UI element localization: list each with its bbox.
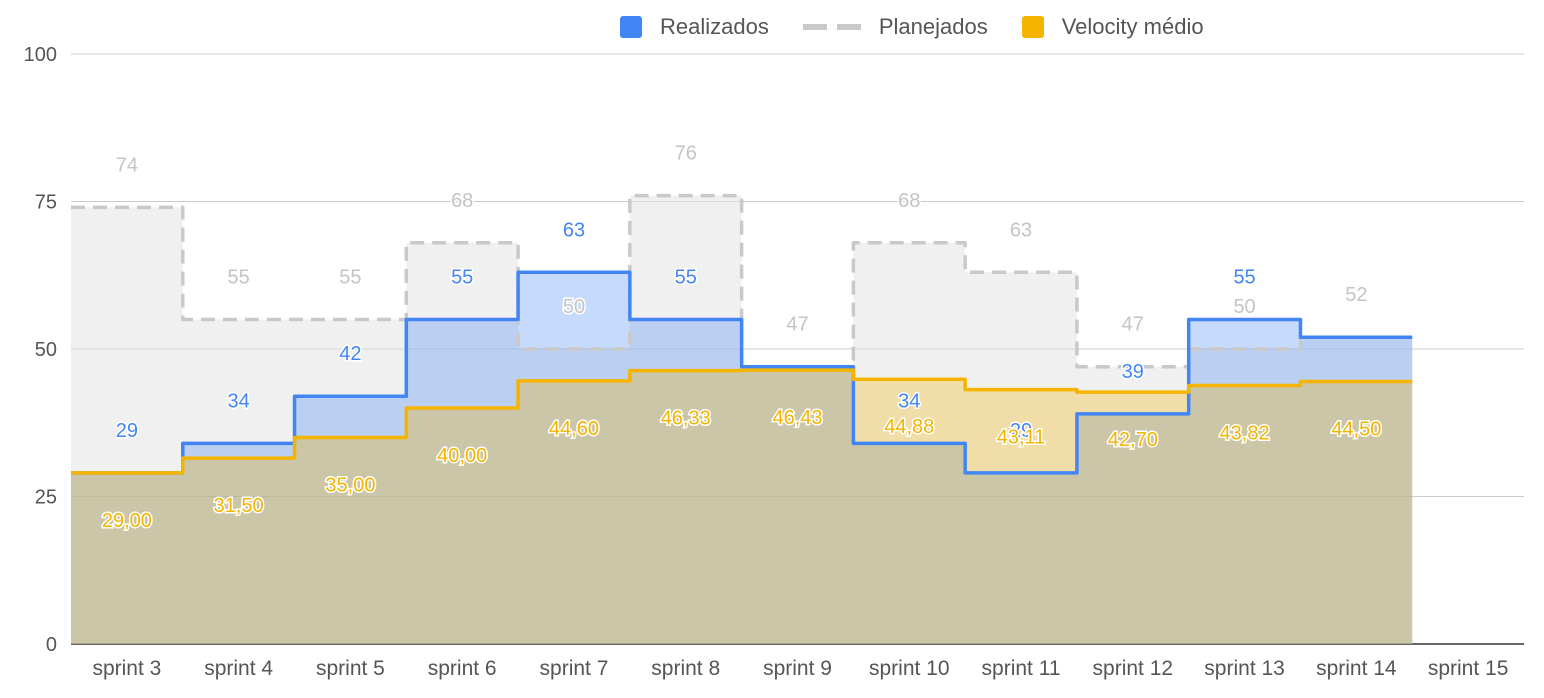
planejados-swatch (802, 16, 861, 38)
planejados-data-label: 50 (1233, 296, 1255, 318)
y-tick-label: 50 (35, 339, 57, 361)
x-tick-label: sprint 15 (1428, 657, 1509, 680)
planejados-data-label: 63 (1010, 219, 1032, 241)
legend-label-planejados: Planejados (878, 14, 988, 39)
x-tick-label: sprint 14 (1316, 657, 1397, 680)
legend-label-velocity: Velocity médio (1061, 14, 1204, 39)
x-tick-label: sprint 3 (92, 657, 161, 680)
planejados-data-label: 68 (898, 190, 920, 212)
realizados-data-label: 29 (1010, 420, 1032, 442)
velocity-data-label: 46,43 (772, 407, 822, 429)
y-tick-label: 100 (24, 44, 57, 66)
realizados-data-label: 39 (1122, 361, 1144, 383)
velocity-line (71, 368, 1413, 475)
realizados-line (71, 270, 1413, 475)
velocity-data-label: 42,70 (1108, 429, 1158, 451)
velocity-data-label: 46,33 (661, 408, 711, 430)
x-tick-label: sprint 7 (540, 657, 609, 680)
legend-label-realizados: Realizados (660, 14, 769, 39)
x-tick-label: sprint 13 (1204, 657, 1285, 680)
velocity-data-label: 44,60 (549, 418, 599, 440)
x-tick-label: sprint 6 (428, 657, 497, 680)
y-tick-label: 75 (35, 192, 57, 214)
legend-item-realizados[interactable]: Realizados (620, 14, 769, 40)
y-tick-label: 25 (35, 487, 57, 509)
x-tick-label: sprint 10 (869, 657, 950, 680)
velocity-data-label: 40,00 (437, 445, 487, 467)
realizados-data-label: 55 (451, 267, 473, 289)
x-tick-label: sprint 8 (651, 657, 720, 680)
velocity-swatch (1021, 16, 1044, 38)
x-tick-label: sprint 11 (982, 657, 1061, 680)
realizados-data-label: 29 (116, 420, 138, 442)
realizados-data-label: 34 (898, 390, 920, 412)
velocity-data-label: 43,11 (997, 427, 1046, 449)
realizados-swatch (620, 16, 642, 38)
x-tick-label: sprint 12 (1093, 657, 1174, 680)
velocity-data-label: 31,50 (214, 495, 264, 517)
planejados-data-label: 68 (451, 190, 473, 212)
planejados-data-label: 55 (339, 267, 361, 289)
planejados-data-label: 55 (228, 267, 250, 289)
legend-item-velocity[interactable]: Velocity médio (1021, 14, 1204, 40)
planejados-data-label: 74 (116, 154, 138, 176)
planejados-data-label: 52 (1345, 284, 1367, 306)
planejados-data-label: 76 (675, 143, 697, 165)
velocity-data-label: 44,50 (1331, 418, 1381, 440)
planejados-data-label: 47 (786, 314, 808, 336)
velocity-data-label: 35,00 (325, 475, 375, 497)
realizados-data-label: 63 (563, 219, 585, 241)
planejados-data-label: 50 (563, 296, 585, 318)
x-tick-label: sprint 5 (316, 657, 385, 680)
velocity-data-label: 44,88 (884, 416, 934, 438)
realizados-data-label: 55 (675, 267, 697, 289)
realizados-data-label: 34 (228, 390, 250, 412)
legend-item-planejados[interactable]: Planejados (802, 14, 988, 40)
y-tick-label: 0 (46, 634, 57, 656)
legend: Realizados Planejados Velocity médio (620, 14, 1238, 40)
x-tick-label: sprint 9 (763, 657, 832, 680)
x-tick-label: sprint 4 (204, 657, 273, 680)
velocity-data-label: 29,00 (102, 510, 152, 532)
realizados-data-label: 42 (339, 343, 361, 365)
planejados-data-label: 47 (1122, 314, 1144, 336)
velocity-data-label: 43,82 (1220, 422, 1270, 444)
realizados-data-label: 55 (1233, 267, 1255, 289)
